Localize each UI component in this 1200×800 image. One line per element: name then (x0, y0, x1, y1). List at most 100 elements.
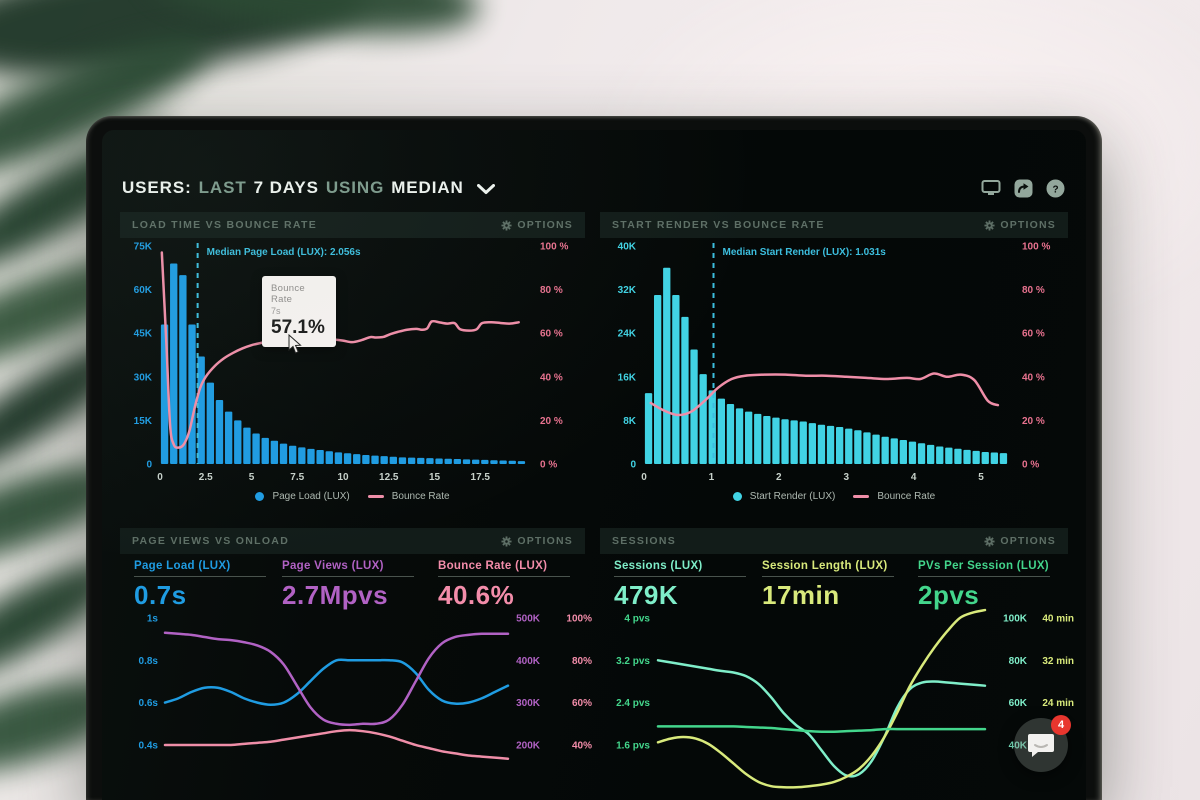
histogram-bar (644, 393, 653, 464)
users-range-dropdown[interactable]: USERS: LAST 7 DAYS USING MEDIAN (122, 178, 495, 198)
metric-label: Page Load (LUX) (134, 560, 231, 572)
metric-bounce-rate: Bounce Rate (LUX) 40.6% (438, 560, 570, 611)
histogram-bar (890, 438, 898, 464)
metric-value: 479K (614, 580, 679, 610)
metric-label: Sessions (LUX) (614, 560, 703, 572)
histogram-bar (270, 440, 279, 464)
axis-tick-label: 0 % (1022, 460, 1039, 471)
histogram-bar (380, 456, 388, 464)
panel-sessions: SESSIONS OPTIONS Sessions (LUX) 479K Ses… (600, 528, 1074, 800)
histogram-bar (435, 458, 443, 464)
panel-header: START RENDER VS BOUNCE RATE OPTIONS (600, 212, 1068, 238)
axis-tick-label: 3.2 pvs (616, 656, 650, 667)
laptop: USERS: LAST 7 DAYS USING MEDIAN ? (86, 116, 1102, 800)
sessions-chart[interactable]: 4 pvs 3.2 pvs 2.4 pvs 1.6 pvs 100K 40 min 80K 3… (600, 608, 1074, 800)
histogram-bar (289, 445, 297, 464)
histogram-bar (690, 349, 698, 464)
histogram-bar (817, 424, 826, 464)
series-line (656, 725, 987, 734)
axis-tick-label: 5 (978, 472, 984, 483)
histogram-bar (972, 450, 980, 464)
histogram-bar (963, 449, 971, 464)
axis-tick-label: 40% (572, 740, 592, 751)
histogram-bar (206, 382, 214, 464)
panel-page-views-vs-onload: PAGE VIEWS VS ONLOAD OPTIONS Page Load (… (120, 528, 592, 800)
title-bar: USERS: LAST 7 DAYS USING MEDIAN ? (122, 172, 1066, 204)
display-icon[interactable] (980, 178, 1002, 198)
histogram-bar (417, 457, 425, 464)
median-annotation: Median Page Load (LUX): 2.056s (207, 247, 361, 258)
options-button[interactable]: OPTIONS (501, 535, 573, 547)
histogram-bar (508, 460, 516, 464)
axis-tick-label: 0 (157, 472, 163, 483)
axis-tick-label: 2 (776, 472, 782, 483)
axis-tick-label: 10 (337, 472, 349, 483)
title-segment: MEDIAN (391, 178, 464, 197)
histogram-bar (252, 433, 260, 464)
metric-value: 17min (762, 580, 840, 610)
options-label: OPTIONS (517, 219, 573, 231)
share-icon[interactable] (1012, 178, 1034, 198)
axis-tick-label: 60% (572, 698, 592, 709)
histogram-bar (945, 447, 953, 464)
axis-tick-label: 40K (618, 242, 637, 253)
options-button[interactable]: OPTIONS (984, 535, 1056, 547)
panel-header: PAGE VIEWS VS ONLOAD OPTIONS (120, 528, 585, 554)
help-icon[interactable]: ? (1044, 178, 1066, 198)
axis-tick-label: 0.8s (139, 656, 159, 667)
axis-tick-label: 80% (572, 656, 592, 667)
axis-tick-label: 8K (623, 416, 637, 427)
axis-tick-label: 24 min (1042, 698, 1074, 709)
legend-label: Start Render (LUX) (749, 491, 836, 502)
histogram-bar (799, 421, 807, 464)
legend-label: Bounce Rate (391, 491, 450, 502)
histogram-bar (845, 428, 853, 464)
title-segment: USING (325, 178, 385, 197)
axis-tick-label: 80K (1009, 656, 1028, 667)
options-button[interactable]: OPTIONS (501, 219, 573, 231)
chart-area: 40K 32K 24K 16K 8K 0 100 % 80 % 60 % 40 % 20 % 0 % 0… (600, 238, 1068, 510)
axis-tick-label: 500K (516, 613, 541, 624)
axis-tick-label: 100 % (1022, 242, 1050, 253)
histogram-bar (453, 459, 462, 464)
options-button[interactable]: OPTIONS (984, 219, 1056, 231)
chat-widget[interactable]: 4 (1014, 715, 1071, 772)
legend-dot-start-render (732, 492, 742, 501)
axis-tick-label: 40 % (1022, 372, 1045, 383)
metric-label: Bounce Rate (LUX) (438, 560, 548, 572)
histogram-bar (881, 436, 889, 464)
histogram-bar (426, 458, 434, 464)
histogram-bar (908, 441, 917, 464)
legend-label: Bounce Rate (877, 491, 936, 502)
dashboard-screen: USERS: LAST 7 DAYS USING MEDIAN ? (102, 130, 1086, 800)
metric-divider (918, 576, 1050, 577)
load-time-chart[interactable]: 75K 60K 45K 30K 15K 0 100 % 80 % 60 % 40 % 20 % 0 %… (120, 238, 585, 484)
gear-icon (984, 219, 995, 231)
histogram-bar (444, 458, 452, 464)
axis-tick-label: 5 (249, 472, 255, 483)
histogram-bar (672, 295, 680, 464)
chart-legend: Page Load (LUX) Bounce Rate (120, 491, 585, 502)
metric-label: PVs Per Session (LUX) (918, 560, 1049, 572)
axis-tick-label: 60 % (540, 329, 563, 340)
legend-dot-page-load (255, 492, 265, 501)
chart-legend: Start Render (LUX) Bounce Rate (600, 491, 1068, 502)
axis-tick-label: 15 (429, 472, 441, 483)
series-line (656, 608, 987, 789)
metric-divider (762, 576, 894, 577)
histogram-bar (279, 443, 288, 464)
page-views-onload-chart[interactable]: 1s 0.8s 0.6s 0.4s 500K 100% 400K 80% 300K 60% 200K… (120, 612, 598, 800)
histogram-bar (499, 460, 507, 464)
options-label: OPTIONS (1000, 219, 1056, 231)
chart-area: 1s 0.8s 0.6s 0.4s 500K 100% 400K 80% 300K 60% 200K… (120, 612, 592, 800)
chat-bubble-icon (1028, 734, 1054, 757)
axis-tick-label: 40 min (1042, 613, 1074, 624)
axis-tick-label: 15K (134, 416, 153, 427)
series-line (656, 659, 987, 778)
start-render-chart[interactable]: 40K 32K 24K 16K 8K 0 100 % 80 % 60 % 40 % 20 % 0 % 0… (600, 238, 1068, 484)
axis-tick-label: 1s (147, 613, 159, 624)
metric-divider (438, 576, 570, 577)
histogram-bar (298, 447, 306, 464)
histogram-bar (954, 448, 962, 464)
axis-tick-label: 2.5 (199, 472, 213, 483)
